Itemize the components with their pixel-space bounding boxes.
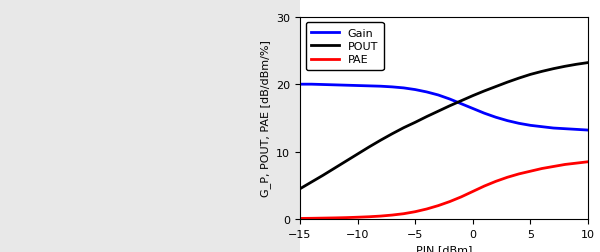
PAE <box>331 216 338 219</box>
Gain <box>331 84 338 87</box>
POUT <box>515 77 523 80</box>
POUT <box>446 105 454 108</box>
POUT <box>573 64 580 67</box>
POUT <box>481 90 488 93</box>
POUT <box>343 160 350 163</box>
PAE <box>446 200 454 203</box>
Gain <box>492 116 499 119</box>
Line: Gain: Gain <box>300 85 588 131</box>
POUT <box>584 62 592 65</box>
POUT <box>377 139 384 142</box>
PAE <box>377 215 384 218</box>
POUT <box>365 146 373 149</box>
Gain <box>423 91 430 94</box>
Gain <box>354 85 361 88</box>
POUT <box>331 167 338 170</box>
PAE <box>481 185 488 188</box>
PAE <box>584 161 592 164</box>
PAE <box>538 167 545 170</box>
Legend: Gain, POUT, PAE: Gain, POUT, PAE <box>305 23 384 71</box>
POUT <box>492 86 499 89</box>
Gain <box>343 84 350 87</box>
X-axis label: PIN [dBm]: PIN [dBm] <box>416 244 472 252</box>
POUT <box>423 116 430 119</box>
Gain <box>400 87 407 90</box>
PAE <box>527 170 534 173</box>
POUT <box>458 100 465 103</box>
Gain <box>389 86 396 89</box>
Gain <box>308 83 315 86</box>
Gain <box>365 85 373 88</box>
POUT <box>319 174 326 177</box>
POUT <box>504 81 511 84</box>
Gain <box>296 83 304 86</box>
POUT <box>550 68 557 71</box>
Gain <box>434 94 442 97</box>
Gain <box>538 126 545 129</box>
PAE <box>389 214 396 217</box>
Gain <box>319 84 326 87</box>
Gain <box>377 85 384 88</box>
PAE <box>458 196 465 199</box>
Gain <box>481 112 488 115</box>
PAE <box>412 210 419 213</box>
Y-axis label: G_P, POUT, PAE [dB/dBm/%]: G_P, POUT, PAE [dB/dBm/%] <box>260 40 271 197</box>
Gain <box>469 108 476 111</box>
Gain <box>515 122 523 125</box>
POUT <box>308 181 315 184</box>
Gain <box>458 103 465 106</box>
PAE <box>400 212 407 215</box>
Line: POUT: POUT <box>300 63 588 189</box>
PAE <box>319 217 326 220</box>
POUT <box>527 74 534 77</box>
PAE <box>343 216 350 219</box>
PAE <box>492 180 499 183</box>
PAE <box>434 204 442 207</box>
POUT <box>562 66 569 69</box>
POUT <box>389 133 396 136</box>
PAE <box>423 208 430 211</box>
Gain <box>573 128 580 131</box>
Gain <box>412 89 419 92</box>
PAE <box>550 165 557 168</box>
Gain <box>562 128 569 131</box>
PAE <box>354 216 361 219</box>
POUT <box>296 187 304 191</box>
Gain <box>550 127 557 130</box>
PAE <box>573 162 580 165</box>
PAE <box>296 217 304 220</box>
POUT <box>400 127 407 130</box>
Gain <box>584 129 592 132</box>
PAE <box>562 163 569 166</box>
PAE <box>469 190 476 193</box>
PAE <box>504 176 511 179</box>
Gain <box>504 120 511 123</box>
POUT <box>412 121 419 124</box>
POUT <box>469 95 476 98</box>
Gain <box>446 98 454 101</box>
POUT <box>434 110 442 113</box>
Line: PAE: PAE <box>300 162 588 218</box>
Gain <box>527 124 534 127</box>
PAE <box>308 217 315 220</box>
POUT <box>538 71 545 74</box>
POUT <box>354 153 361 156</box>
PAE <box>515 173 523 176</box>
PAE <box>365 215 373 218</box>
